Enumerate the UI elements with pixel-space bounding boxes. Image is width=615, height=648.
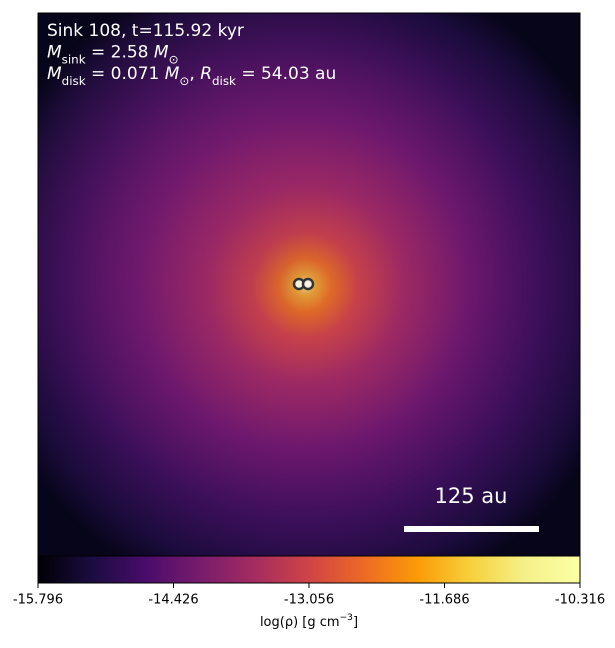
colorbar-tick-label: -10.316 [555,593,605,608]
annotation: Msink = 2.58 M⊙ [47,43,179,67]
text-piece: sink [62,52,86,66]
text-piece: M [165,64,180,84]
colorbar-tick-label: -13.056 [284,593,334,608]
text-piece: M [47,64,62,84]
text-piece: disk [212,74,236,88]
text-piece: = 2.58 [86,43,154,63]
text-piece: M [154,43,169,63]
annotation: Sink 108, t=115.92 kyr [47,21,244,41]
text-piece: ⊙ [169,52,179,66]
text-piece: = 0.071 [86,64,165,84]
colorbar-tick-label: -14.426 [148,593,198,608]
text-piece: = 54.03 au [236,64,336,84]
text-piece: ⊙ [179,74,189,88]
annotation: Mdisk = 0.071 M⊙, Rdisk = 54.03 au [47,64,336,88]
colorbar [37,555,581,584]
text-piece: M [47,43,62,63]
colorbar-tick-label: -15.796 [13,593,63,608]
colorbar-label: log(ρ) [g cm−3] [260,613,358,630]
text-piece: Sink 108, t=115.92 kyr [47,21,244,41]
text-piece: R [200,64,212,84]
sink-marker [301,277,315,291]
text-piece: log(ρ) [g cm [260,615,340,630]
text-piece: disk [62,74,86,88]
colorbar-axis: -15.796 -14.426 -13.056 -11.686 -10.316 log(ρ… [13,583,605,630]
text-piece: −3 [340,613,354,623]
text-piece: ] [353,615,358,630]
text-piece: , [189,64,200,84]
colorbar-tick-label: -11.686 [419,593,469,608]
scale-bar-label: 125 au [435,484,508,508]
